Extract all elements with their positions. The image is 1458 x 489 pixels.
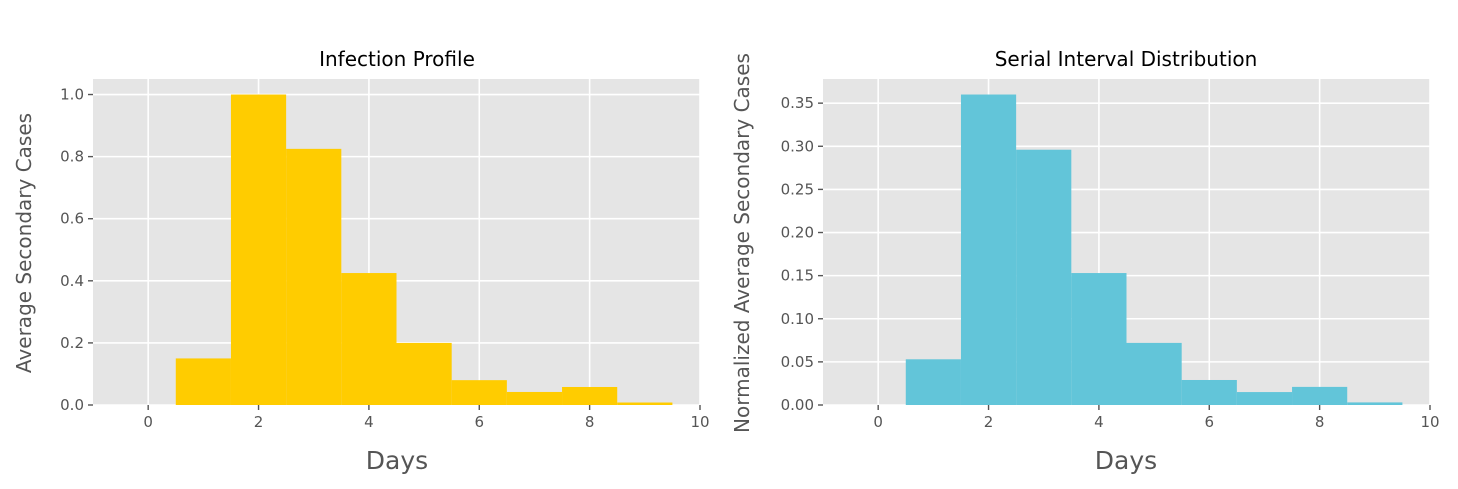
bar xyxy=(1181,379,1237,405)
x-tick-label: 10 xyxy=(1420,413,1439,431)
bar xyxy=(905,359,961,405)
y-axis-label: Average Secondary Cases xyxy=(12,113,36,373)
x-axis-label: Days xyxy=(1095,446,1157,475)
bar xyxy=(230,94,287,406)
bar xyxy=(1347,402,1403,405)
x-axis-label: Days xyxy=(366,446,428,475)
plot-area xyxy=(823,79,1431,406)
chart-serial-interval-distribution: Serial Interval Distribution Days Normal… xyxy=(730,47,1440,475)
x-tick-label: 10 xyxy=(690,413,709,431)
y-tick-label: 0.8 xyxy=(60,148,84,166)
bar xyxy=(341,273,397,405)
y-tick-label: 0.30 xyxy=(781,137,814,155)
bar xyxy=(960,94,1017,406)
x-tick-label: 8 xyxy=(1315,413,1325,431)
bar xyxy=(1236,392,1293,405)
y-tick-label: 1.0 xyxy=(60,86,84,104)
y-tick-label: 0.6 xyxy=(60,210,84,228)
x-tick-label: 4 xyxy=(1094,413,1104,431)
bar xyxy=(506,391,563,405)
y-tick-label: 0.2 xyxy=(60,334,84,352)
bar xyxy=(1071,273,1127,405)
x-tick-label: 2 xyxy=(254,413,264,431)
bar xyxy=(1292,386,1348,405)
y-tick-label: 0.05 xyxy=(781,353,814,371)
y-tick-label: 0.25 xyxy=(781,180,814,198)
y-tick-label: 0.00 xyxy=(781,396,814,414)
y-tick-label: 0.20 xyxy=(781,224,814,242)
bar xyxy=(562,386,618,405)
y-tick-label: 0.35 xyxy=(781,94,814,112)
bar xyxy=(1016,149,1072,405)
chart-title: Serial Interval Distribution xyxy=(995,47,1258,71)
bar xyxy=(175,358,231,405)
y-tick-label: 0.4 xyxy=(60,272,84,290)
chart-infection-profile: Infection Profile Days Average Secondary… xyxy=(12,47,710,475)
x-tick-label: 0 xyxy=(143,413,153,431)
y-axis-label: Normalized Average Secondary Cases xyxy=(730,53,754,433)
bar xyxy=(451,380,507,405)
x-tick-label: 0 xyxy=(873,413,883,431)
y-tick-label: 0.15 xyxy=(781,267,814,285)
bar xyxy=(617,402,673,405)
bar xyxy=(1126,342,1182,405)
y-tick-label: 0.0 xyxy=(60,396,84,414)
bar xyxy=(396,342,452,405)
bar xyxy=(286,148,342,405)
x-tick-label: 6 xyxy=(1204,413,1214,431)
x-tick-label: 4 xyxy=(364,413,374,431)
chart-title: Infection Profile xyxy=(319,47,475,71)
x-tick-label: 6 xyxy=(474,413,484,431)
x-tick-label: 8 xyxy=(585,413,595,431)
y-tick-label: 0.10 xyxy=(781,310,814,328)
x-tick-label: 2 xyxy=(984,413,994,431)
plot-area xyxy=(93,79,701,406)
